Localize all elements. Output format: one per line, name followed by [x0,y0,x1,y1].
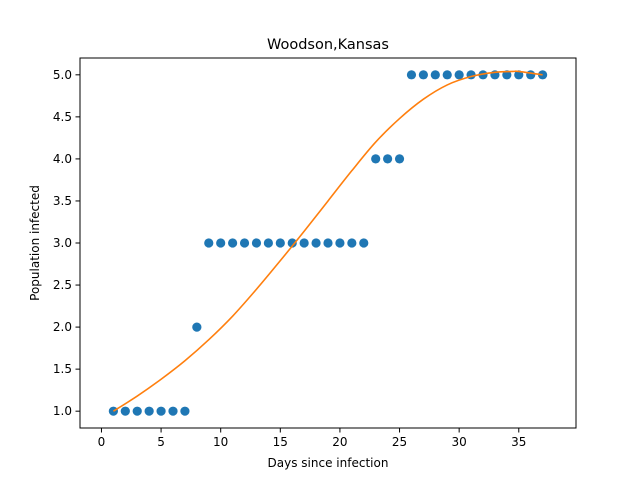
y-tick-label: 2.5 [53,278,72,292]
data-point [263,238,273,248]
data-point [311,238,321,248]
data-point [383,154,393,164]
x-tick-label: 10 [213,435,228,449]
x-tick-label: 30 [452,435,467,449]
data-point [323,238,333,248]
x-tick-label: 15 [273,435,288,449]
data-point [454,70,464,80]
data-point [359,238,369,248]
y-tick-label: 5.0 [53,68,72,82]
plot-area [108,70,548,416]
data-point [394,154,405,164]
data-point [192,322,202,332]
data-point [287,238,297,248]
y-tick-label: 4.5 [53,110,72,124]
data-point [275,238,285,248]
chart-title: Woodson,Kansas [267,37,389,53]
data-point [478,70,488,80]
data-point [502,70,512,80]
y-axis-label: Population infected [28,185,42,301]
data-point [371,154,381,164]
data-point [132,406,142,416]
data-point [168,406,178,416]
y-tick-label: 2.0 [53,320,72,334]
data-point [299,238,309,248]
y-tick-label: 3.0 [53,236,72,250]
data-point [216,238,226,248]
y-tick-label: 4.0 [53,152,72,166]
x-axis-ticks: 0 5 10 15 20 25 30 35 [98,428,526,449]
x-tick-label: 35 [511,435,526,449]
data-point [347,238,357,248]
data-point [526,70,536,80]
data-point [228,238,238,248]
data-point [418,70,428,80]
data-point [204,238,214,248]
y-tick-label: 1.5 [53,362,72,376]
x-tick-label: 0 [98,435,106,449]
y-axis-ticks: 1.0 1.5 2.0 2.5 3.0 3.5 4.0 4.5 5.0 [53,68,80,418]
data-point [180,406,190,416]
x-tick-label: 25 [392,435,407,449]
x-tick-label: 5 [157,435,165,449]
fitted-curve-line [112,70,543,412]
x-tick-label: 20 [332,435,347,449]
x-axis-label: Days since infection [268,456,389,470]
data-point [430,70,440,80]
data-point [144,406,154,416]
data-point [251,238,262,248]
data-point [335,238,345,248]
data-point [239,238,250,248]
y-tick-label: 1.0 [53,404,72,418]
data-point [156,406,166,416]
data-point [120,406,130,416]
data-point [406,70,417,80]
y-tick-label: 3.5 [53,194,72,208]
axes-frame [79,57,577,429]
data-point [442,70,452,80]
